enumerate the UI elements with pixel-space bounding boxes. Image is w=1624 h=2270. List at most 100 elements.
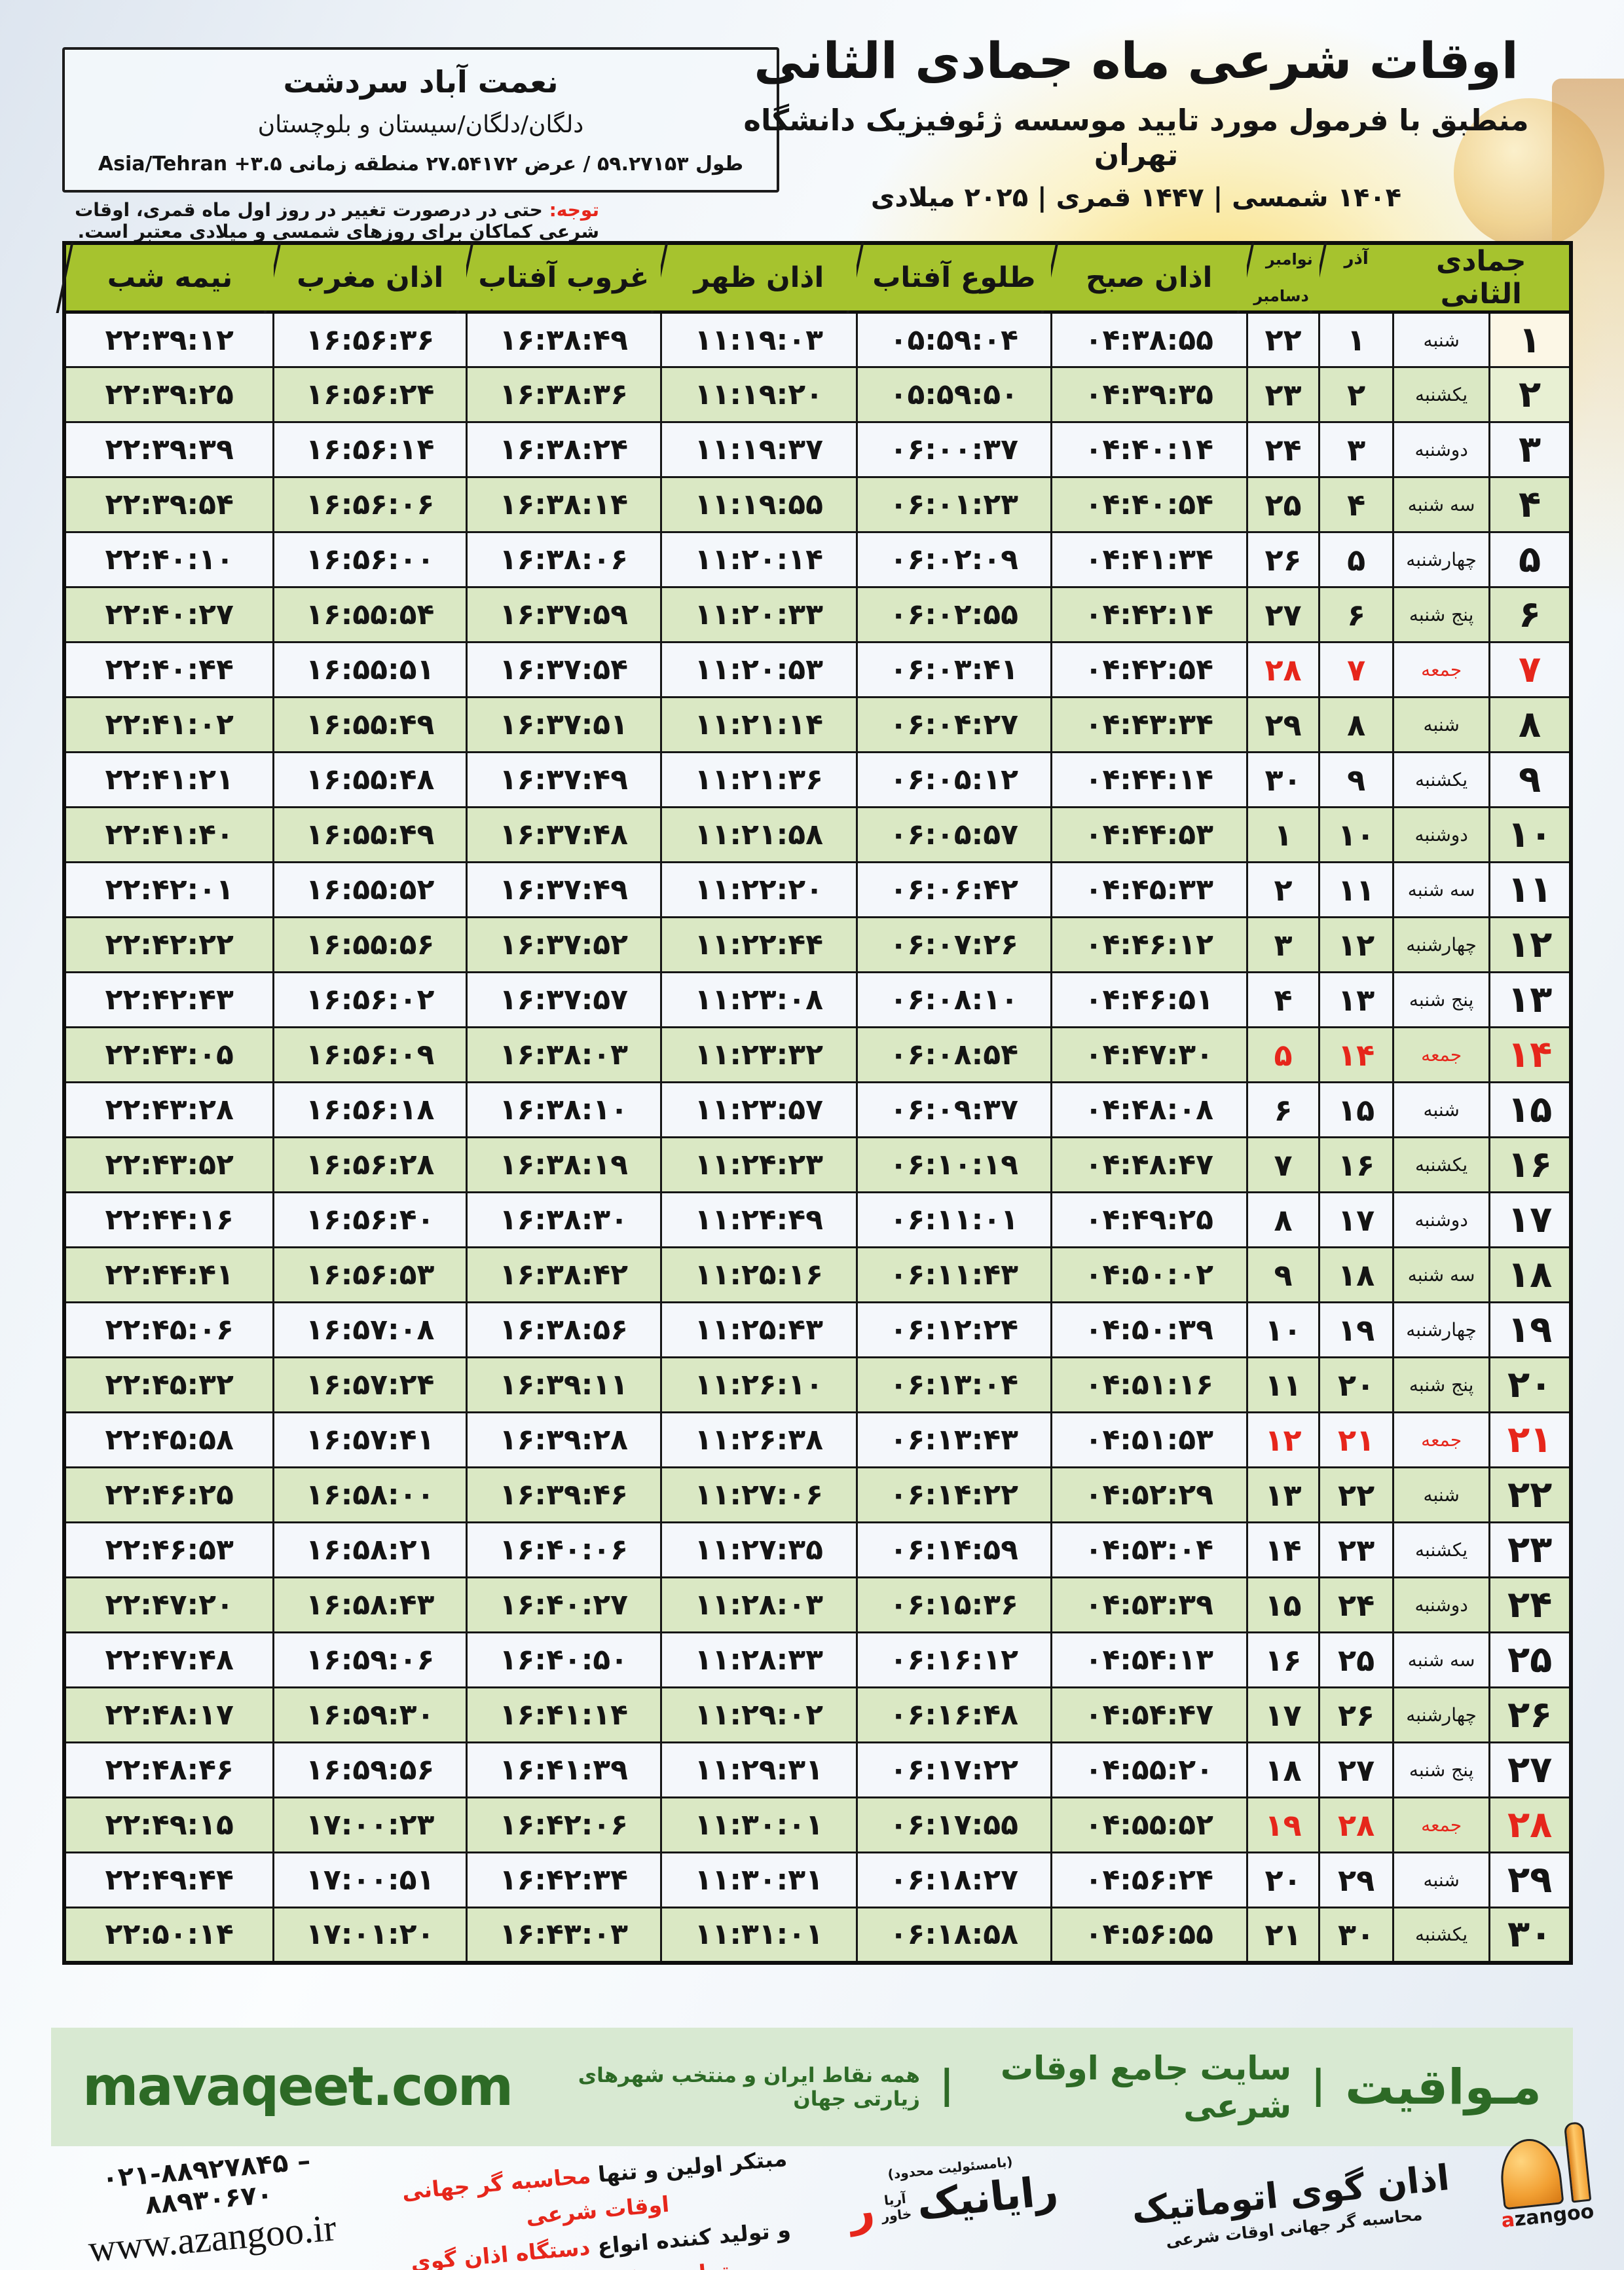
cell-jumada-day: ۷: [1488, 641, 1572, 698]
cell-azar-day: ۲۸: [1318, 1796, 1394, 1853]
cell-jumada-day: ۸: [1488, 696, 1572, 753]
cell-dhuhr: ۱۱:۲۲:۴۴: [659, 916, 858, 973]
cell-gregorian-day: ۱: [1246, 806, 1321, 863]
cell-midnight: ۲۲:۴۳:۵۲: [63, 1136, 275, 1193]
cell-sunset: ۱۶:۳۸:۰۳: [465, 1026, 662, 1083]
table-row: ۱۸ سه شنبه ۱۸ ۹ ۰۴:۵۰:۰۲ ۰۶:۱۱:۴۳ ۱۱:۲۵:…: [63, 1246, 1572, 1303]
table-row: ۱۲ چهارشنبه ۱۲ ۳ ۰۴:۴۶:۱۲ ۰۶:۰۷:۲۶ ۱۱:۲۲…: [63, 916, 1572, 973]
cell-maghrib: ۱۶:۵۵:۴۹: [272, 806, 468, 863]
cell-midnight: ۲۲:۴۲:۴۳: [63, 971, 275, 1028]
cell-gregorian-day: ۱۹: [1246, 1796, 1321, 1853]
cell-fajr: ۰۴:۴۴:۱۴: [1050, 751, 1248, 808]
cell-midnight: ۲۲:۳۹:۱۲: [63, 311, 275, 368]
cell-azar-day: ۲۰: [1318, 1356, 1394, 1413]
cell-dhuhr: ۱۱:۲۵:۴۳: [659, 1301, 858, 1358]
cell-sunrise: ۰۶:۰۲:۵۵: [855, 586, 1052, 643]
cell-weekday: شنبه: [1392, 696, 1491, 753]
cell-sunset: ۱۶:۴۰:۰۶: [465, 1521, 662, 1578]
cell-weekday: یکشنبه: [1392, 1907, 1491, 1963]
cell-dhuhr: ۱۱:۲۹:۳۱: [659, 1741, 858, 1798]
cell-weekday: چهارشنبه: [1392, 916, 1491, 973]
cell-weekday: پنج شنبه: [1392, 586, 1491, 643]
cell-gregorian-day: ۲۲: [1246, 311, 1321, 368]
cell-maghrib: ۱۶:۵۵:۵۱: [272, 641, 468, 698]
cell-jumada-day: ۲۹: [1488, 1851, 1572, 1908]
cell-midnight: ۲۲:۴۳:۲۸: [63, 1081, 275, 1138]
cell-sunset: ۱۶:۳۷:۵۲: [465, 916, 662, 973]
cell-azar-day: ۱۹: [1318, 1301, 1394, 1358]
cell-jumada-day: ۱۳: [1488, 971, 1572, 1028]
cell-gregorian-day: ۲۷: [1246, 586, 1321, 643]
cell-maghrib: ۱۶:۵۶:۰۶: [272, 476, 468, 533]
cell-weekday: یکشنبه: [1392, 366, 1491, 423]
cell-sunset: ۱۶:۳۹:۲۸: [465, 1411, 662, 1468]
contact-block: ۰۲۱-۸۸۹۲۷۸۴۵ – ۸۸۹۳۰۶۷۰ www.azangoo.ir: [42, 2141, 377, 2270]
times-table-body: ۱ شنبه ۱ ۲۲ ۰۴:۳۸:۵۵ ۰۵:۵۹:۰۴ ۱۱:۱۹:۰۳ ۱…: [63, 311, 1572, 1963]
cell-jumada-day: ۱۵: [1488, 1081, 1572, 1138]
cell-fajr: ۰۴:۵۵:۵۲: [1050, 1796, 1248, 1853]
mavaqeet-tagline: همه نقاط ایران و منتخب شهرهای زیارتی جها…: [578, 2063, 920, 2111]
cell-maghrib: ۱۶:۵۶:۱۴: [272, 421, 468, 478]
cell-weekday: یکشنبه: [1392, 1521, 1491, 1578]
table-row: ۲۰ پنج شنبه ۲۰ ۱۱ ۰۴:۵۱:۱۶ ۰۶:۱۳:۰۴ ۱۱:۲…: [63, 1356, 1572, 1413]
cell-fajr: ۰۴:۴۸:۰۸: [1050, 1081, 1248, 1138]
cell-fajr: ۰۴:۵۱:۵۳: [1050, 1411, 1248, 1468]
cell-maghrib: ۱۷:۰۰:۲۳: [272, 1796, 468, 1853]
cell-sunrise: ۰۶:۱۶:۴۸: [855, 1686, 1052, 1743]
cell-gregorian-day: ۵: [1246, 1026, 1321, 1083]
cell-dhuhr: ۱۱:۲۷:۳۵: [659, 1521, 858, 1578]
cell-gregorian-day: ۲: [1246, 861, 1321, 918]
cell-azar-day: ۱۲: [1318, 916, 1394, 973]
table-row: ۲ یکشنبه ۲ ۲۳ ۰۴:۳۹:۳۵ ۰۵:۵۹:۵۰ ۱۱:۱۹:۲۰…: [63, 366, 1572, 423]
cell-maghrib: ۱۷:۰۰:۵۱: [272, 1851, 468, 1908]
cell-midnight: ۲۲:۴۹:۴۴: [63, 1851, 275, 1908]
cell-jumada-day: ۱۴: [1488, 1026, 1572, 1083]
rayanik-sub-words: آریا خاور: [881, 2190, 913, 2224]
cell-fajr: ۰۴:۵۲:۲۹: [1050, 1466, 1248, 1523]
cell-midnight: ۲۲:۴۷:۴۸: [63, 1631, 275, 1688]
cell-maghrib: ۱۶:۵۵:۴۸: [272, 751, 468, 808]
cell-sunrise: ۰۶:۰۷:۲۶: [855, 916, 1052, 973]
cell-dhuhr: ۱۱:۳۰:۳۱: [659, 1851, 858, 1908]
cell-fajr: ۰۴:۳۹:۳۵: [1050, 366, 1248, 423]
cell-midnight: ۲۲:۴۲:۲۲: [63, 916, 275, 973]
cell-dhuhr: ۱۱:۲۷:۰۶: [659, 1466, 858, 1523]
cell-maghrib: ۱۶:۵۶:۰۲: [272, 971, 468, 1028]
cell-dhuhr: ۱۱:۲۰:۵۳: [659, 641, 858, 698]
cell-weekday: پنج شنبه: [1392, 1741, 1491, 1798]
column-header-azar: آذر: [1309, 242, 1393, 314]
cell-jumada-day: ۲۵: [1488, 1631, 1572, 1688]
cell-gregorian-day: ۱۶: [1246, 1631, 1321, 1688]
mosque-dome-icon: azangoo: [1481, 2121, 1601, 2233]
cell-azar-day: ۱۱: [1318, 861, 1394, 918]
cell-dhuhr: ۱۱:۱۹:۵۵: [659, 476, 858, 533]
mavaqeet-url: mavaqeet.com: [83, 2056, 513, 2118]
cell-midnight: ۲۲:۴۱:۲۱: [63, 751, 275, 808]
cell-maghrib: ۱۶:۵۹:۵۶: [272, 1741, 468, 1798]
cell-weekday: سه شنبه: [1392, 1631, 1491, 1688]
cell-azar-day: ۲۱: [1318, 1411, 1394, 1468]
cell-fajr: ۰۴:۴۲:۵۴: [1050, 641, 1248, 698]
page-subtitle: منطبق با فرمول مورد تایید موسسه ژئوفیزیک…: [743, 103, 1529, 172]
cell-sunset: ۱۶:۴۲:۰۶: [465, 1796, 662, 1853]
cell-weekday: سه شنبه: [1392, 476, 1491, 533]
cell-azar-day: ۲۵: [1318, 1631, 1394, 1688]
cell-weekday: جمعه: [1392, 641, 1491, 698]
cell-midnight: ۲۲:۴۰:۲۷: [63, 586, 275, 643]
cell-gregorian-day: ۱۲: [1246, 1411, 1321, 1468]
table-row: ۲۵ سه شنبه ۲۵ ۱۶ ۰۴:۵۴:۱۳ ۰۶:۱۶:۱۲ ۱۱:۲۸…: [63, 1631, 1572, 1688]
location-subtitle: دلگان/دلگان/سیستان و بلوچستان: [257, 111, 584, 138]
table-row: ۲۲ شنبه ۲۲ ۱۳ ۰۴:۵۲:۲۹ ۰۶:۱۴:۲۲ ۱۱:۲۷:۰۶…: [63, 1466, 1572, 1523]
cell-azar-day: ۸: [1318, 696, 1394, 753]
cell-gregorian-day: ۱۰: [1246, 1301, 1321, 1358]
cell-sunset: ۱۶:۳۹:۴۶: [465, 1466, 662, 1523]
cell-gregorian-day: ۹: [1246, 1246, 1321, 1303]
cell-jumada-day: ۱۸: [1488, 1246, 1572, 1303]
cell-gregorian-day: ۲۸: [1246, 641, 1321, 698]
cell-sunset: ۱۶:۳۸:۱۹: [465, 1136, 662, 1193]
cell-dhuhr: ۱۱:۲۶:۱۰: [659, 1356, 858, 1413]
cell-fajr: ۰۴:۵۳:۳۹: [1050, 1576, 1248, 1633]
table-row: ۲۴ دوشنبه ۲۴ ۱۵ ۰۴:۵۳:۳۹ ۰۶:۱۵:۳۶ ۱۱:۲۸:…: [63, 1576, 1572, 1633]
cell-dhuhr: ۱۱:۲۰:۱۴: [659, 531, 858, 588]
cell-dhuhr: ۱۱:۲۳:۰۸: [659, 971, 858, 1028]
